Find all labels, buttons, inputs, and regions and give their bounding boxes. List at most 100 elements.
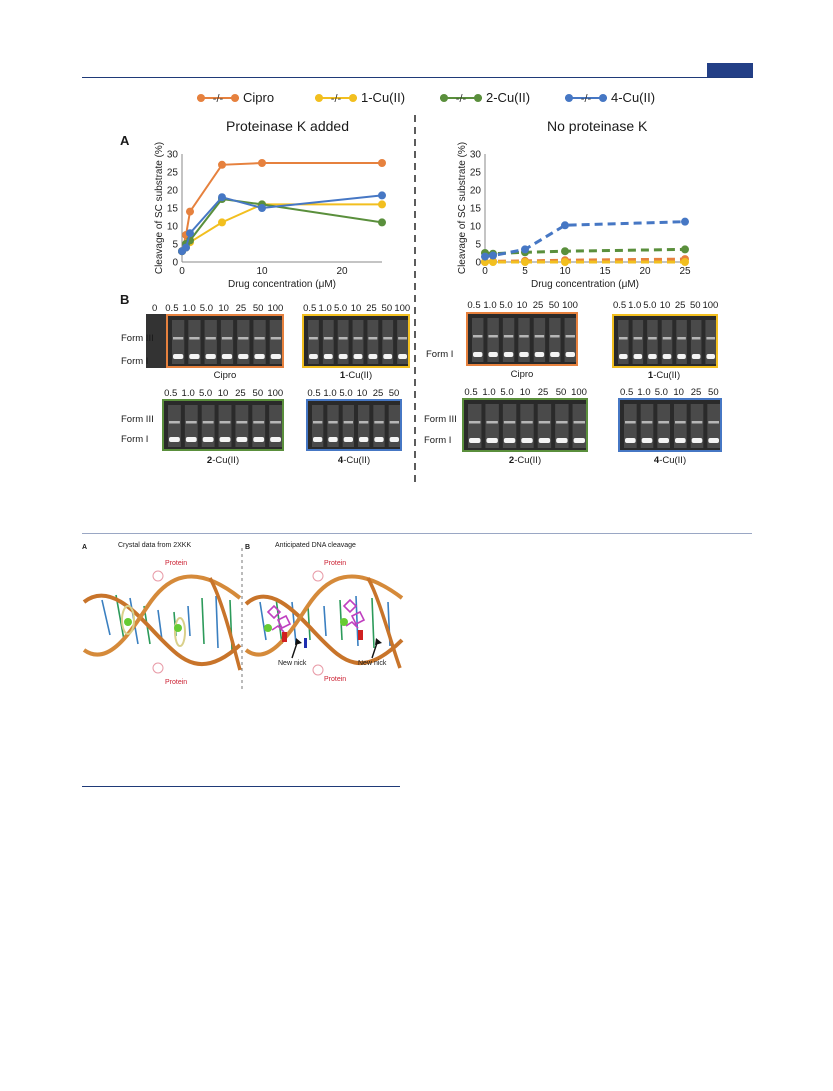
gel-lane-label: 10 bbox=[218, 303, 229, 314]
data-point-2-Cu(II) bbox=[681, 245, 689, 254]
gel-lanes bbox=[472, 318, 576, 362]
data-point-4-Cu(II) bbox=[561, 221, 569, 230]
gel-band-form-i bbox=[219, 437, 231, 442]
gel-lane-label: 10 bbox=[673, 387, 684, 398]
gel-band-form-i bbox=[538, 438, 551, 443]
gel-lane bbox=[502, 318, 515, 362]
gel-band-form-iii bbox=[675, 421, 686, 424]
data-point-Cipro bbox=[258, 159, 266, 167]
legend-marker-2cu: -/- bbox=[440, 93, 482, 105]
gel-band-form-i bbox=[503, 352, 514, 357]
gel-lane-label: 5.0 bbox=[499, 300, 513, 311]
gel-caption-text: -Cu(II) bbox=[653, 370, 681, 381]
gel-band-form-i bbox=[202, 437, 214, 442]
gel-lane-label: 25 bbox=[690, 387, 702, 398]
gel-band-form-i bbox=[691, 438, 703, 443]
gel-lane bbox=[520, 404, 534, 448]
gel-image-cu2-pk bbox=[162, 399, 284, 451]
gel-lanes bbox=[624, 404, 720, 448]
gel-lane-label: 5.0 bbox=[198, 388, 213, 399]
gel-band-form-iii bbox=[328, 421, 338, 424]
gel-band-form-i bbox=[313, 437, 323, 442]
gel-band-form-i bbox=[503, 438, 516, 443]
gel-image-cu4-nopk bbox=[618, 398, 722, 452]
gel-lane bbox=[252, 405, 266, 447]
gel-lanes bbox=[312, 405, 400, 447]
figure-separator bbox=[82, 533, 752, 534]
gel-lane-label: 1.0 bbox=[482, 387, 496, 398]
gel-lane-label: 0.5 bbox=[307, 388, 321, 399]
gel-image-cu1-pk bbox=[302, 314, 410, 368]
x-tick-label: 5 bbox=[522, 266, 528, 277]
x-tick-label: 15 bbox=[599, 266, 611, 277]
panel-divider bbox=[414, 115, 416, 485]
gel-band-form-i bbox=[338, 354, 348, 359]
gel-band-form-iii bbox=[521, 421, 533, 424]
legend-marker-4cu: -/- bbox=[565, 93, 607, 105]
gel-lane bbox=[322, 320, 334, 364]
gel-lane-label: 50 bbox=[252, 388, 264, 399]
gel-lanes bbox=[618, 320, 716, 364]
gel-lane-label: 10 bbox=[659, 300, 671, 311]
gel-band-form-iii bbox=[519, 335, 529, 338]
gel-lane bbox=[640, 404, 654, 448]
gel-band-form-iii bbox=[254, 337, 265, 340]
gel-band-form-iii bbox=[488, 335, 498, 338]
gel-caption-text: -Cu(II) bbox=[343, 455, 371, 466]
gel-image-cu4-pk bbox=[306, 399, 402, 451]
gel-lane-label: 50 bbox=[252, 303, 264, 314]
gel-band-form-iii bbox=[374, 421, 384, 424]
gel-lane bbox=[485, 404, 499, 448]
y-tick-label: 10 bbox=[167, 222, 179, 233]
gel-band-form-i bbox=[368, 354, 378, 359]
gel-lane-label: 25 bbox=[366, 303, 377, 314]
gel-form-label: Form I bbox=[121, 434, 149, 445]
gel-lane bbox=[518, 318, 530, 362]
data-point-Cipro bbox=[218, 160, 226, 169]
y-tick-label: 25 bbox=[167, 168, 179, 179]
gel-band-form-i bbox=[641, 438, 653, 443]
gel-band-form-i bbox=[205, 354, 216, 359]
data-point-1-Cu(II) bbox=[521, 258, 529, 266]
footnote-rule bbox=[82, 786, 400, 787]
protein-label: Protein bbox=[324, 676, 347, 683]
fig2-right-title: Anticipated DNA cleavage bbox=[275, 542, 356, 549]
gel-lane bbox=[358, 405, 370, 447]
gel-lanes bbox=[308, 320, 408, 364]
data-point-4-Cu(II) bbox=[218, 193, 226, 202]
gel-lane bbox=[184, 405, 198, 447]
gel-band-form-i bbox=[359, 437, 369, 442]
gel-lane-label: 10 bbox=[356, 388, 368, 399]
chart-right-title: No proteinase K bbox=[547, 118, 648, 134]
y-axis-label: Cleavage of SC substrate (%) bbox=[154, 142, 165, 274]
legend-entry-2cu: -/- 2-Cu(II) bbox=[438, 88, 558, 108]
gel-lane bbox=[237, 320, 250, 364]
dna-cleavage-figure: A Crystal data from 2XKK B Anticipated D… bbox=[82, 540, 404, 692]
gel-lane bbox=[537, 404, 552, 448]
gel-image-cipro-pk bbox=[166, 314, 284, 368]
protein-label: Protein bbox=[165, 560, 188, 567]
x-tick-label: 0 bbox=[179, 266, 185, 277]
gel-band-form-iii bbox=[677, 337, 686, 340]
gel-band-form-iii bbox=[633, 337, 643, 340]
legend-marker-1cu: -/- bbox=[315, 93, 357, 105]
gel-caption-compound-number: 1 bbox=[339, 370, 346, 381]
y-tick-label: 20 bbox=[470, 186, 482, 197]
gel-lane-label: 25 bbox=[674, 300, 686, 311]
gel-band-form-i bbox=[633, 354, 643, 359]
gel-band-form-iii bbox=[270, 421, 281, 424]
gel-band-form-iii bbox=[359, 421, 369, 424]
gel-lane-label: 100 bbox=[702, 300, 719, 311]
gel-lane bbox=[312, 405, 324, 447]
gel-band-form-iii bbox=[389, 421, 399, 424]
gel-band-form-i bbox=[691, 354, 701, 359]
gel-lane bbox=[472, 318, 484, 362]
gel-image-cu2-nopk bbox=[462, 398, 588, 452]
x-tick-label: 25 bbox=[679, 266, 691, 277]
gel-lane-label: 10 bbox=[217, 388, 229, 399]
gel-band-form-iii bbox=[473, 335, 483, 338]
gel-lane-label: 0.5 bbox=[620, 387, 634, 398]
gel-band-form-i bbox=[473, 352, 483, 357]
legend-label: 1-Cu(II) bbox=[361, 90, 406, 105]
gel-caption: Cipro bbox=[462, 369, 582, 380]
